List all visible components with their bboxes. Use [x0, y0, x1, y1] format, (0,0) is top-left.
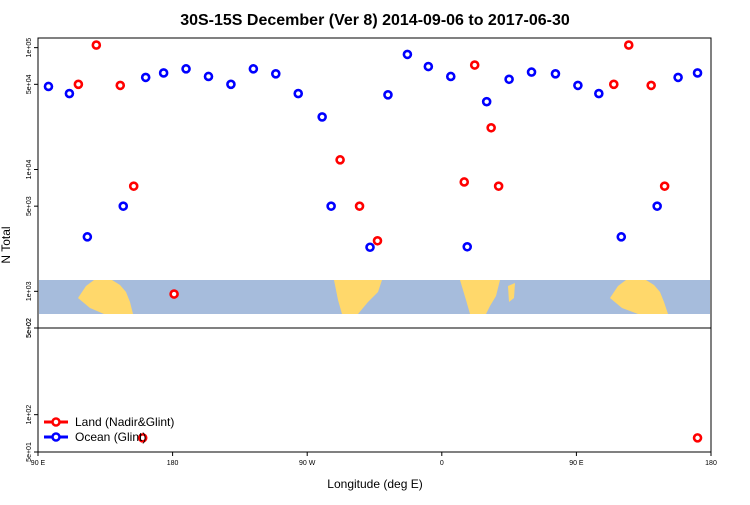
land-point: [469, 60, 480, 70]
x-tick-label: 0: [440, 460, 444, 467]
x-axis: 90 E 180 90 W 0 90 E 180: [31, 452, 717, 467]
x-tick-label: 90 E: [31, 460, 46, 467]
x-tick-label: 180: [705, 460, 717, 467]
lower-panel-frame: [37, 327, 712, 453]
ocean-point: [481, 96, 492, 107]
upper-y-tick-label: 1e+04: [26, 160, 33, 180]
lower-y-tick-label: 5e+02: [26, 318, 33, 338]
legend-ocean-marker: [51, 432, 61, 442]
legend-land-label: Land (Nadir&Glint): [75, 415, 174, 429]
lower-y-axis: 5e+02 1e+02 5e+01: [26, 318, 38, 462]
ocean-point: [383, 90, 393, 100]
legend: Land (Nadir&Glint) Ocean (Glint): [44, 415, 174, 444]
land-madagascar: [508, 283, 515, 302]
ocean-point: [226, 79, 236, 90]
upper-y-tick-label: 5e+02: [26, 318, 33, 338]
ocean-point: [293, 88, 304, 99]
land-point: [623, 40, 634, 50]
upper-y-tick-label: 5e+04: [26, 74, 33, 94]
ocean-point: [616, 232, 627, 242]
upper-y-tick-label: 1e+05: [26, 38, 33, 58]
ocean-point: [118, 201, 129, 211]
ocean-point: [652, 201, 662, 211]
land-point: [486, 122, 496, 133]
ocean-point: [402, 49, 413, 60]
ocean-point: [504, 74, 514, 85]
land-point: [354, 201, 365, 211]
land-point: [128, 181, 139, 191]
ocean-point: [270, 69, 281, 79]
land-point: [335, 155, 345, 165]
upper-y-tick-label: 1e+03: [26, 281, 33, 301]
ocean-point: [365, 242, 375, 253]
ocean-point: [158, 68, 169, 78]
ocean-point: [317, 112, 327, 122]
ocean-point: [550, 69, 561, 79]
ocean-point: [64, 88, 75, 99]
ocean-point: [248, 64, 259, 74]
ocean-point: [140, 72, 151, 83]
land-point: [372, 235, 383, 246]
land-point: [646, 80, 656, 91]
ocean-point: [43, 81, 54, 92]
x-tick-label: 90 E: [569, 460, 584, 467]
lower-y-tick-label: 5e+01: [26, 442, 33, 462]
land-point: [137, 433, 148, 443]
legend-land-marker: [51, 417, 61, 427]
upper-y-tick-label: 5e+03: [26, 196, 33, 216]
x-axis-label: Longitude (deg E): [327, 477, 422, 491]
ocean-point: [423, 61, 434, 72]
map-band: [39, 280, 710, 314]
land-africa: [460, 280, 500, 314]
ocean-point: [326, 201, 336, 211]
land-point: [115, 80, 126, 91]
ocean-point: [203, 71, 214, 82]
land-point: [692, 433, 703, 443]
land-point: [659, 181, 670, 191]
ocean-point: [181, 64, 191, 74]
land-point: [169, 289, 179, 299]
ocean-point: [673, 72, 683, 83]
x-tick-label: 90 W: [299, 460, 316, 467]
ocean-point: [82, 232, 93, 242]
land-point: [459, 177, 470, 187]
land-south-america: [334, 280, 382, 314]
ocean-point: [445, 71, 456, 82]
land-australia-2: [610, 280, 668, 314]
land-australia: [78, 280, 133, 314]
ocean-point: [594, 88, 604, 99]
ocean-point: [526, 67, 537, 77]
ocean-point: [462, 241, 473, 252]
chart-title: 30S-15S December (Ver 8) 2014-09-06 to 2…: [180, 12, 570, 29]
upper-y-axis: 1e+05 5e+04 1e+04 5e+03 1e+03 5e+02: [26, 38, 38, 338]
lower-y-tick-label: 1e+02: [26, 405, 33, 425]
ocean-point: [573, 80, 583, 91]
y-axis-label: N Total: [0, 226, 13, 263]
data-points: [43, 40, 703, 443]
land-point: [73, 79, 84, 90]
legend-ocean-label: Ocean (Glint): [75, 430, 146, 444]
ocean-point: [692, 68, 703, 78]
land-point: [608, 79, 619, 90]
x-tick-label: 180: [167, 460, 179, 467]
land-point: [91, 40, 102, 50]
land-point: [493, 181, 504, 191]
